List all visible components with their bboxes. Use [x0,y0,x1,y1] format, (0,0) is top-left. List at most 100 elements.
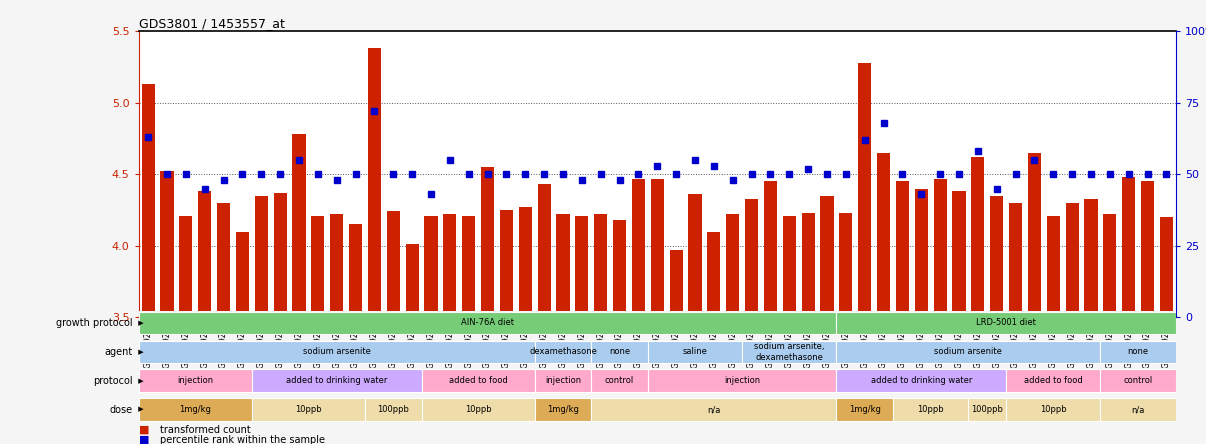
Bar [953,191,966,444]
Bar [405,245,418,444]
Bar [742,341,837,363]
Bar [591,369,648,392]
Text: agent: agent [105,347,133,357]
Bar [217,203,230,444]
Text: sodium arsenite: sodium arsenite [303,347,370,357]
Bar [1141,182,1154,444]
Text: 1mg/kg: 1mg/kg [849,405,880,414]
Bar [933,178,947,444]
Bar [783,216,796,444]
Bar [820,196,833,444]
Bar [859,63,871,444]
Bar [1084,198,1097,444]
Text: transformed count: transformed count [160,425,251,435]
Bar [726,214,739,444]
Bar [236,232,248,444]
Bar [651,178,663,444]
Bar [971,157,984,444]
Bar [534,398,591,421]
Bar [387,211,400,444]
Bar [422,398,534,421]
Text: added to drinking water: added to drinking water [871,376,972,385]
Bar [591,341,648,363]
Text: 10ppb: 10ppb [464,405,491,414]
Bar [139,341,534,363]
Bar [139,312,837,334]
Text: ▶: ▶ [136,349,144,355]
Bar [892,398,968,421]
Bar [180,216,193,444]
Bar [877,153,890,444]
Text: 100ppb: 100ppb [377,405,409,414]
Bar [481,167,494,444]
Text: n/a: n/a [1131,405,1144,414]
Text: 1mg/kg: 1mg/kg [548,405,579,414]
Text: GDS3801 / 1453557_at: GDS3801 / 1453557_at [139,17,285,30]
Bar [254,196,268,444]
Bar [538,184,551,444]
Bar [1006,369,1100,392]
Bar [330,214,344,444]
Bar [591,398,837,421]
Bar [1028,153,1041,444]
Text: control: control [605,376,634,385]
Text: dexamethasone: dexamethasone [529,347,597,357]
Bar [837,312,1176,334]
Bar [1160,217,1173,444]
Text: n/a: n/a [707,405,720,414]
Text: 100ppb: 100ppb [971,405,1003,414]
Bar [1006,398,1100,421]
Bar [499,210,513,444]
Bar [968,398,1006,421]
Bar [837,398,892,421]
Text: added to food: added to food [449,376,508,385]
Bar [707,232,720,444]
Bar [139,369,252,392]
Bar [648,341,742,363]
Bar [534,369,591,392]
Bar [519,207,532,444]
Bar [139,398,252,421]
Bar [462,216,475,444]
Text: ▶: ▶ [136,378,144,384]
Bar [1122,177,1135,444]
Bar [648,369,837,392]
Text: ■: ■ [139,435,150,444]
Text: ▶: ▶ [136,320,144,326]
Text: ▶: ▶ [136,407,144,412]
Bar [839,213,853,444]
Text: protocol: protocol [93,376,133,386]
Bar [292,134,305,444]
Text: added to food: added to food [1024,376,1083,385]
Bar [444,214,456,444]
Text: injection: injection [545,376,581,385]
Bar [311,216,324,444]
Text: added to drinking water: added to drinking water [286,376,387,385]
Bar [689,194,702,444]
Text: LRD-5001 diet: LRD-5001 diet [976,318,1036,328]
Bar [252,369,422,392]
Bar [274,193,287,444]
Bar [1100,398,1176,421]
Bar [837,369,1006,392]
Bar [349,224,362,444]
Text: percentile rank within the sample: percentile rank within the sample [160,435,326,444]
Bar [1066,203,1078,444]
Text: control: control [1124,376,1153,385]
Text: injection: injection [177,376,213,385]
Bar [575,216,589,444]
Bar [745,198,759,444]
Bar [613,220,626,444]
Bar [141,84,154,444]
Bar [534,341,591,363]
Bar [1100,341,1176,363]
Bar [365,398,422,421]
Bar [632,178,645,444]
Text: AIN-76A diet: AIN-76A diet [461,318,514,328]
Bar [160,171,174,444]
Text: 10ppb: 10ppb [295,405,322,414]
Bar [422,369,534,392]
Bar [1103,214,1117,444]
Text: ■: ■ [139,425,150,435]
Text: dose: dose [110,404,133,415]
